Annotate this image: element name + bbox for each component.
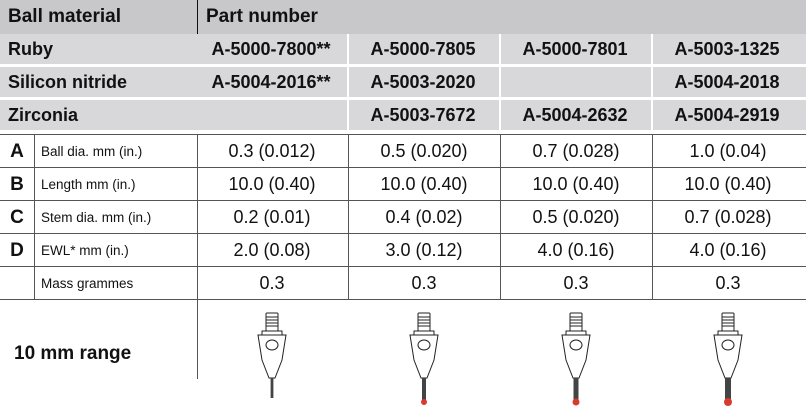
spec-cell: 10.0 (0.40) bbox=[228, 174, 316, 194]
stylus-icon bbox=[257, 312, 287, 398]
spec-cell: 0.3 bbox=[715, 273, 741, 293]
part-number-cell: A-5000-7800** bbox=[211, 39, 331, 59]
grid-line bbox=[34, 134, 35, 299]
grid-line bbox=[0, 233, 806, 234]
spec-cell: 0.7 (0.028) bbox=[684, 207, 772, 227]
part-number-cell: A-5004-2016** bbox=[211, 72, 331, 92]
part-number-cell: A-5003-1325 bbox=[674, 39, 780, 59]
spec-cell: 10.0 (0.40) bbox=[532, 174, 620, 194]
grid-line bbox=[0, 167, 806, 168]
part-number-cell: A-5000-7805 bbox=[370, 39, 476, 59]
material-separator bbox=[0, 98, 806, 100]
row-letter: B bbox=[10, 174, 24, 195]
part-number-cell: A-5003-7672 bbox=[370, 105, 476, 125]
table-header: Ball material Part number bbox=[0, 0, 806, 34]
row-label: Stem dia. mm (in.) bbox=[41, 210, 152, 225]
material-column-separator bbox=[499, 34, 501, 130]
part-number-cell: A-5004-2919 bbox=[674, 105, 780, 125]
spec-cell: 0.3 bbox=[411, 273, 437, 293]
part-number-cell: A-5004-2018 bbox=[674, 72, 780, 92]
spec-cell: 0.3 bbox=[563, 273, 589, 293]
spec-cell: 0.3 (0.012) bbox=[228, 141, 316, 161]
spec-cell: 1.0 (0.04) bbox=[689, 141, 767, 161]
spec-cell: 10.0 (0.40) bbox=[380, 174, 468, 194]
material-label: Zirconia bbox=[8, 105, 79, 125]
header-ball-material: Ball material bbox=[8, 6, 121, 27]
material-separator bbox=[0, 65, 806, 67]
row-label: Length mm (in.) bbox=[41, 177, 136, 192]
grid-line bbox=[652, 134, 653, 299]
spec-cell: 0.5 (0.020) bbox=[532, 207, 620, 227]
material-label: Ruby bbox=[8, 39, 53, 59]
material-label: Silicon nitride bbox=[8, 72, 128, 92]
material-row-ruby: Ruby A-5000-7800** A-5000-7805 A-5000-78… bbox=[0, 34, 806, 64]
part-number-cell bbox=[196, 100, 346, 130]
spec-cell: 4.0 (0.16) bbox=[689, 240, 767, 260]
header-divider bbox=[197, 0, 198, 34]
grid-line bbox=[500, 134, 501, 299]
grid-line bbox=[0, 134, 806, 135]
spec-cell: 0.3 bbox=[259, 273, 285, 293]
spec-cell: 10.0 (0.40) bbox=[684, 174, 772, 194]
row-label: Ball dia. mm (in.) bbox=[41, 144, 143, 159]
stylus-icon bbox=[409, 312, 439, 405]
row-label: EWL* mm (in.) bbox=[41, 243, 129, 258]
spec-cell: 2.0 (0.08) bbox=[233, 240, 311, 260]
range-label: 10 mm range bbox=[14, 343, 132, 364]
material-row-silicon-nitride: Silicon nitride A-5004-2016** A-5003-202… bbox=[0, 67, 806, 97]
header-part-number: Part number bbox=[206, 6, 318, 27]
part-number-cell bbox=[500, 67, 650, 97]
spec-cell: 4.0 (0.16) bbox=[537, 240, 615, 260]
spec-cell: 0.4 (0.02) bbox=[385, 207, 463, 227]
row-letter: D bbox=[10, 240, 24, 261]
spec-cell: 3.0 (0.12) bbox=[385, 240, 463, 260]
part-number-cell: A-5003-2020 bbox=[370, 72, 476, 92]
spec-cell: 0.2 (0.01) bbox=[233, 207, 311, 227]
material-column-separator bbox=[651, 34, 653, 130]
material-column-separator bbox=[347, 34, 349, 130]
row-label: Mass grammes bbox=[41, 276, 134, 291]
row-letter: C bbox=[10, 207, 24, 228]
grid-line bbox=[0, 266, 806, 267]
part-number-cell: A-5004-2632 bbox=[522, 105, 628, 125]
grid-line bbox=[0, 200, 806, 201]
grid-line bbox=[197, 134, 198, 379]
grid-line bbox=[348, 134, 349, 299]
row-letter: A bbox=[10, 141, 24, 162]
part-number-cell: A-5000-7801 bbox=[522, 39, 628, 59]
material-row-zirconia: Zirconia A-5003-7672 A-5004-2632 A-5004-… bbox=[0, 100, 806, 130]
grid-line bbox=[0, 299, 806, 300]
stylus-icon bbox=[713, 312, 743, 406]
stylus-icon bbox=[561, 312, 591, 406]
spec-cell: 0.7 (0.028) bbox=[532, 141, 620, 161]
spec-cell: 0.5 (0.020) bbox=[380, 141, 468, 161]
